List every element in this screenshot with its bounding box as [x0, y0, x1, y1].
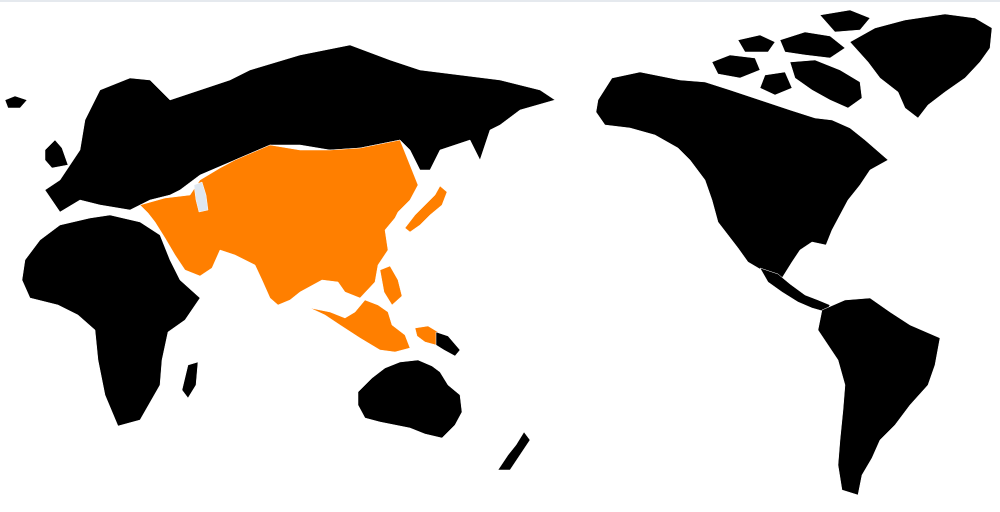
region-central-america[interactable]	[759, 267, 831, 313]
region-arctic-islands[interactable]	[711, 9, 871, 109]
region-shape-arctic-islands[interactable]	[819, 9, 871, 33]
region-shape-arctic-islands[interactable]	[737, 34, 776, 53]
region-shape-madagascar[interactable]	[181, 361, 199, 399]
region-shape-south-america[interactable]	[817, 297, 941, 496]
region-shape-europe-russia[interactable]	[44, 44, 556, 213]
region-shape-new-guinea-east[interactable]	[435, 331, 461, 357]
region-australia[interactable]	[357, 359, 463, 439]
region-japan[interactable]	[404, 185, 448, 233]
region-shape-uk[interactable]	[44, 139, 69, 169]
region-shape-arctic-islands[interactable]	[779, 31, 846, 59]
region-africa[interactable]	[21, 214, 201, 427]
region-asia[interactable]	[139, 139, 419, 306]
region-madagascar[interactable]	[181, 361, 199, 399]
region-shape-caspian-sea[interactable]	[193, 181, 209, 213]
region-philippines[interactable]	[379, 265, 403, 306]
region-shape-central-america[interactable]	[759, 267, 831, 313]
region-caspian-sea[interactable]	[193, 181, 209, 213]
region-shape-new-guinea-west[interactable]	[414, 325, 439, 346]
region-shape-north-america[interactable]	[595, 71, 889, 279]
region-shape-iceland[interactable]	[4, 95, 28, 109]
region-uk[interactable]	[44, 139, 69, 169]
region-shape-greenland[interactable]	[849, 13, 993, 119]
region-greenland[interactable]	[849, 13, 993, 119]
region-iceland[interactable]	[4, 95, 28, 109]
region-indonesia[interactable]	[309, 299, 411, 353]
region-shape-arctic-islands[interactable]	[711, 54, 761, 79]
region-shape-philippines[interactable]	[379, 265, 403, 306]
region-shape-africa[interactable]	[21, 214, 201, 427]
region-new-guinea-east[interactable]	[435, 331, 461, 357]
region-shape-australia[interactable]	[357, 359, 463, 439]
region-shape-indonesia[interactable]	[309, 299, 411, 353]
region-north-america[interactable]	[595, 71, 889, 279]
region-new-guinea-west[interactable]	[414, 325, 439, 346]
region-south-america[interactable]	[817, 297, 941, 496]
region-shape-new-zealand[interactable]	[497, 431, 531, 471]
region-shape-japan[interactable]	[404, 185, 448, 233]
top-border	[0, 0, 1000, 2]
region-europe-russia[interactable]	[44, 44, 556, 213]
region-new-zealand[interactable]	[497, 431, 531, 471]
region-shape-arctic-islands[interactable]	[759, 71, 793, 96]
region-shape-arctic-islands[interactable]	[789, 59, 863, 109]
region-shape-asia[interactable]	[139, 139, 419, 306]
